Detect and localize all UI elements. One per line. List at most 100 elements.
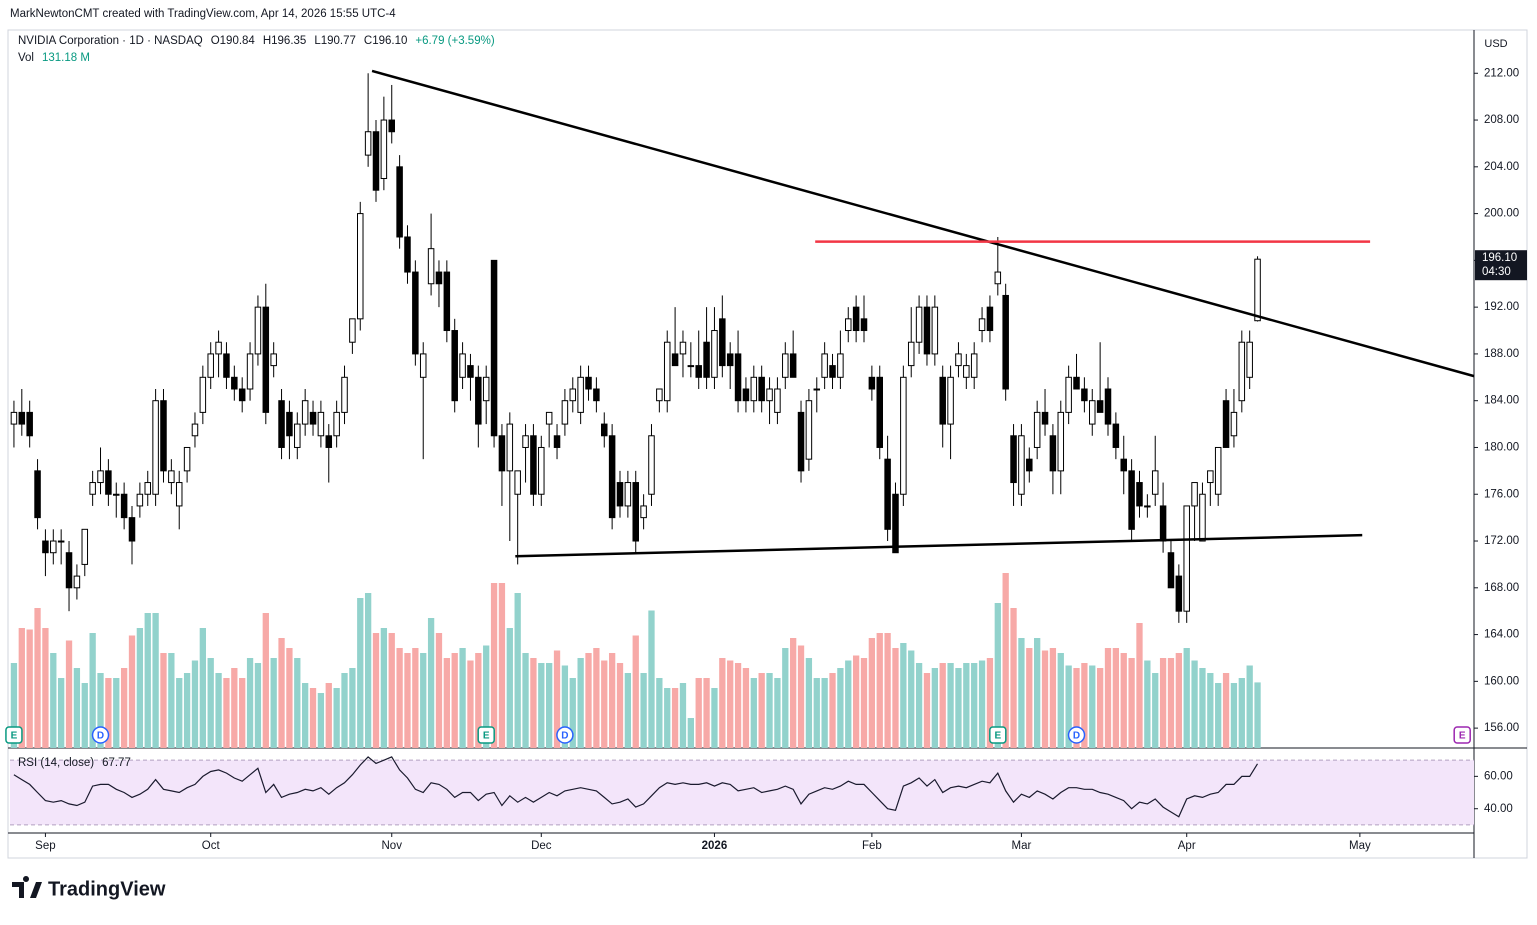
volume-bar — [1254, 682, 1261, 748]
legend-text: Vol — [18, 52, 34, 64]
y-tick-label: 164.00 — [1484, 629, 1519, 641]
candle-body — [994, 271, 1002, 285]
volume-bar — [632, 635, 639, 748]
volume-bar — [183, 673, 191, 748]
volume-bar — [380, 628, 388, 748]
candle-body — [1151, 470, 1159, 495]
volume-bar — [10, 663, 18, 748]
candle-body — [1112, 423, 1120, 448]
candle-body — [215, 341, 222, 355]
event-badge — [477, 726, 495, 744]
volume-bar — [412, 648, 419, 748]
volume-bar — [199, 628, 206, 748]
volume-bar — [325, 683, 332, 748]
volume-bar — [396, 648, 403, 748]
candle-body — [931, 306, 939, 355]
volume-bar — [585, 653, 592, 748]
volume-bar — [742, 668, 750, 748]
candle-body — [671, 353, 679, 367]
volume-bar — [971, 663, 978, 748]
candle-body — [868, 376, 876, 390]
candle-body — [1183, 505, 1190, 612]
candle-body — [207, 353, 214, 378]
candle-body — [1089, 400, 1096, 425]
legend-text: NVIDIA Corporation · 1D · NASDAQ — [18, 35, 203, 47]
volume-bar — [624, 673, 632, 748]
volume-bar — [546, 663, 553, 748]
volume-bar — [490, 583, 498, 748]
candle-body — [1057, 411, 1065, 472]
volume-bar — [955, 668, 962, 748]
volume-bar — [317, 693, 325, 748]
volume-bar — [1136, 623, 1143, 748]
volume-bar — [986, 658, 994, 748]
volume-bar — [868, 638, 876, 748]
candle-body — [128, 517, 136, 542]
logo-text: TradingView — [48, 878, 166, 900]
volume-bar — [152, 613, 159, 748]
candle-body — [624, 482, 632, 507]
candle-body — [616, 482, 624, 507]
volume-bar — [506, 628, 513, 748]
volume-bar — [884, 633, 891, 748]
candle-body — [1049, 435, 1057, 472]
volume-bar — [530, 658, 537, 748]
volume-bar — [357, 598, 364, 748]
volume-bar — [1144, 660, 1151, 748]
rsi-line — [13, 756, 1259, 818]
volume-bar — [120, 668, 128, 748]
volume-bar — [18, 628, 25, 748]
candle-body — [632, 482, 639, 542]
volume-bar — [837, 668, 844, 748]
candle-body — [829, 365, 836, 378]
candle-body — [34, 470, 41, 519]
candle-body — [648, 435, 655, 495]
y-tick-label: 200.00 — [1484, 208, 1519, 220]
candle-body — [1136, 482, 1143, 507]
event-label: E — [1459, 731, 1466, 742]
candle-body — [1018, 435, 1025, 495]
volume-bar — [679, 683, 687, 748]
volume-bar — [758, 673, 765, 748]
candle-body — [286, 411, 293, 437]
candle-body — [734, 353, 742, 402]
volume-bar — [1230, 683, 1238, 748]
volume-bar — [514, 593, 521, 748]
logo: TradingView — [12, 876, 166, 900]
candle-body — [325, 435, 333, 448]
candle-body — [1026, 458, 1033, 472]
volume-bar — [231, 668, 238, 748]
volume-bar — [671, 688, 679, 748]
volume-bar — [1034, 638, 1041, 748]
candle-body — [837, 353, 844, 378]
candle-body — [1096, 400, 1104, 413]
volume-bar — [1222, 673, 1230, 748]
legend-text: H196.35 — [263, 35, 306, 47]
candle-body — [506, 423, 514, 472]
candle-body — [821, 353, 828, 378]
volume-bar — [443, 658, 450, 748]
candle-body — [1199, 493, 1206, 542]
volume-bar — [923, 673, 931, 748]
logo-mark — [12, 876, 42, 898]
volume-bar — [593, 648, 600, 748]
x-tick-label: Sep — [35, 840, 55, 852]
volume-bar — [1128, 658, 1135, 748]
volume-bar — [270, 658, 277, 748]
candle-body — [364, 131, 372, 156]
volume-bar — [128, 635, 136, 748]
candle-body — [278, 400, 285, 448]
volume-bar — [420, 653, 427, 748]
candle-body — [601, 423, 608, 437]
volume-bar — [766, 673, 773, 748]
event-badge — [1067, 726, 1086, 744]
y-tick-label: 188.00 — [1484, 348, 1519, 360]
x-tick-label: Mar — [1012, 840, 1032, 852]
candle-body — [136, 493, 144, 507]
volume-bar — [994, 603, 1001, 748]
volume-bar — [113, 678, 120, 748]
volume-bar — [640, 673, 647, 748]
candle-body — [1214, 446, 1222, 495]
